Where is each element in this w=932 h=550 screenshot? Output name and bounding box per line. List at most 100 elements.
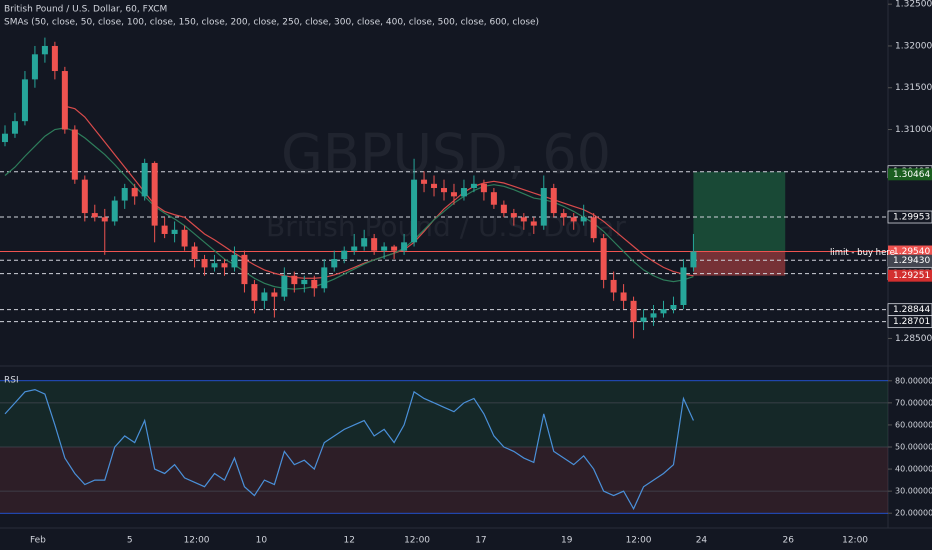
x-tick-label: 12:00 xyxy=(404,536,430,546)
candle-body xyxy=(341,250,348,260)
candle-body xyxy=(261,292,268,301)
candle-body xyxy=(460,188,467,197)
y-tick-label: 40.00000 xyxy=(895,465,932,474)
candle-body xyxy=(111,200,118,222)
candle-body xyxy=(660,309,667,314)
y-tick-label: 60.00000 xyxy=(895,420,932,429)
price-tag xyxy=(888,245,932,258)
candle-body xyxy=(680,267,687,305)
y-tick-label: 30.00000 xyxy=(895,487,932,496)
candle-body xyxy=(51,45,58,72)
price-tag-label: 1.30464 xyxy=(893,170,930,180)
rsi-upper-zone xyxy=(0,380,888,447)
price-tag xyxy=(887,315,932,329)
candle-body xyxy=(391,246,398,251)
y-tick-label: 1.32500 xyxy=(895,0,932,10)
rsi-title: RSI xyxy=(4,376,19,386)
candle-body xyxy=(690,251,697,268)
price-tag xyxy=(888,168,932,181)
annotation: limit - buy here xyxy=(830,248,895,258)
symbol-title: British Pound / U.S. Dollar, 60, FXCM xyxy=(4,5,167,15)
candle-body xyxy=(271,292,278,297)
candle-body xyxy=(61,71,68,130)
x-tick-label: 12 xyxy=(343,536,354,546)
candle-body xyxy=(590,217,597,239)
candle-body xyxy=(221,263,228,268)
candle-body xyxy=(610,279,617,293)
candle-body xyxy=(301,279,308,285)
candle-body xyxy=(670,305,677,310)
candle-body xyxy=(291,275,298,285)
candle-body xyxy=(650,313,657,318)
price-tag xyxy=(887,210,932,224)
x-tick-label: 26 xyxy=(782,536,794,546)
candle-body xyxy=(600,238,607,280)
candle-body xyxy=(161,225,168,234)
candle-body xyxy=(41,45,48,55)
candle-body xyxy=(121,188,128,201)
candle-body xyxy=(11,121,18,134)
watermark-title: GBPUSD, 60 xyxy=(281,123,611,186)
target-zone xyxy=(693,171,786,252)
rsi-line xyxy=(4,388,694,511)
candle-body xyxy=(241,254,248,285)
price-tag xyxy=(888,254,932,267)
x-tick-label: 12:00 xyxy=(842,536,868,546)
candle-body xyxy=(500,204,507,214)
candle-body xyxy=(441,188,447,193)
x-tick-label: 19 xyxy=(561,536,573,546)
candle-body xyxy=(490,192,497,205)
candle-body xyxy=(181,229,188,247)
candle-body xyxy=(540,188,547,226)
y-tick-label: 50.00000 xyxy=(895,443,932,452)
candle-body xyxy=(281,275,288,297)
candle-body xyxy=(81,179,88,214)
candle-body xyxy=(570,217,577,222)
candle-body xyxy=(470,183,477,189)
candle-body xyxy=(480,183,487,193)
candle-body xyxy=(71,129,78,180)
x-tick-label: 12:00 xyxy=(184,536,210,546)
candle-body xyxy=(510,213,517,218)
rsi-lower-zone xyxy=(0,447,888,514)
y-tick-label: 1.28500 xyxy=(895,334,932,344)
candle-body xyxy=(201,259,208,268)
indicator-title: SMAs (50, close, 50, close, 100, close, … xyxy=(4,18,539,28)
candle-body xyxy=(1,133,8,143)
y-tick-label: 70.00000 xyxy=(895,398,932,407)
candle-body xyxy=(251,284,258,301)
x-tick-label: 24 xyxy=(696,536,708,546)
candle-body xyxy=(381,246,388,251)
y-tick-label: 20.00000 xyxy=(895,509,932,518)
candle-body xyxy=(640,317,647,322)
candle-body xyxy=(21,79,28,122)
candle-body xyxy=(421,179,428,184)
candle-body xyxy=(91,213,98,218)
candle-body xyxy=(630,300,637,322)
candle-body xyxy=(560,213,567,218)
candle-body xyxy=(580,217,587,222)
y-tick-label: 1.31000 xyxy=(895,125,932,135)
price-tag-label: 1.29540 xyxy=(893,247,930,257)
x-tick-label: 12:00 xyxy=(626,536,652,546)
candle-body xyxy=(191,246,198,260)
watermark-subtitle: British Pound / U.S. Dollar xyxy=(266,210,626,243)
price-tag-label: 1.29953 xyxy=(893,213,930,223)
candle-body xyxy=(31,54,38,80)
candle-body xyxy=(171,229,178,234)
candle-body xyxy=(450,192,457,197)
sma-line xyxy=(4,127,694,290)
price-tag-label: 1.28844 xyxy=(893,305,930,315)
candle-body xyxy=(141,162,148,197)
candle-body xyxy=(101,217,108,222)
candle-body xyxy=(211,263,218,268)
candle-body xyxy=(550,188,557,214)
candle-body xyxy=(431,183,438,189)
x-tick-label: Feb xyxy=(30,536,46,546)
candle-body xyxy=(361,238,368,247)
price-tag-label: 1.28701 xyxy=(893,317,930,327)
price-tag-label: 1.29251 xyxy=(893,271,930,281)
x-tick-label: 5 xyxy=(127,536,133,546)
